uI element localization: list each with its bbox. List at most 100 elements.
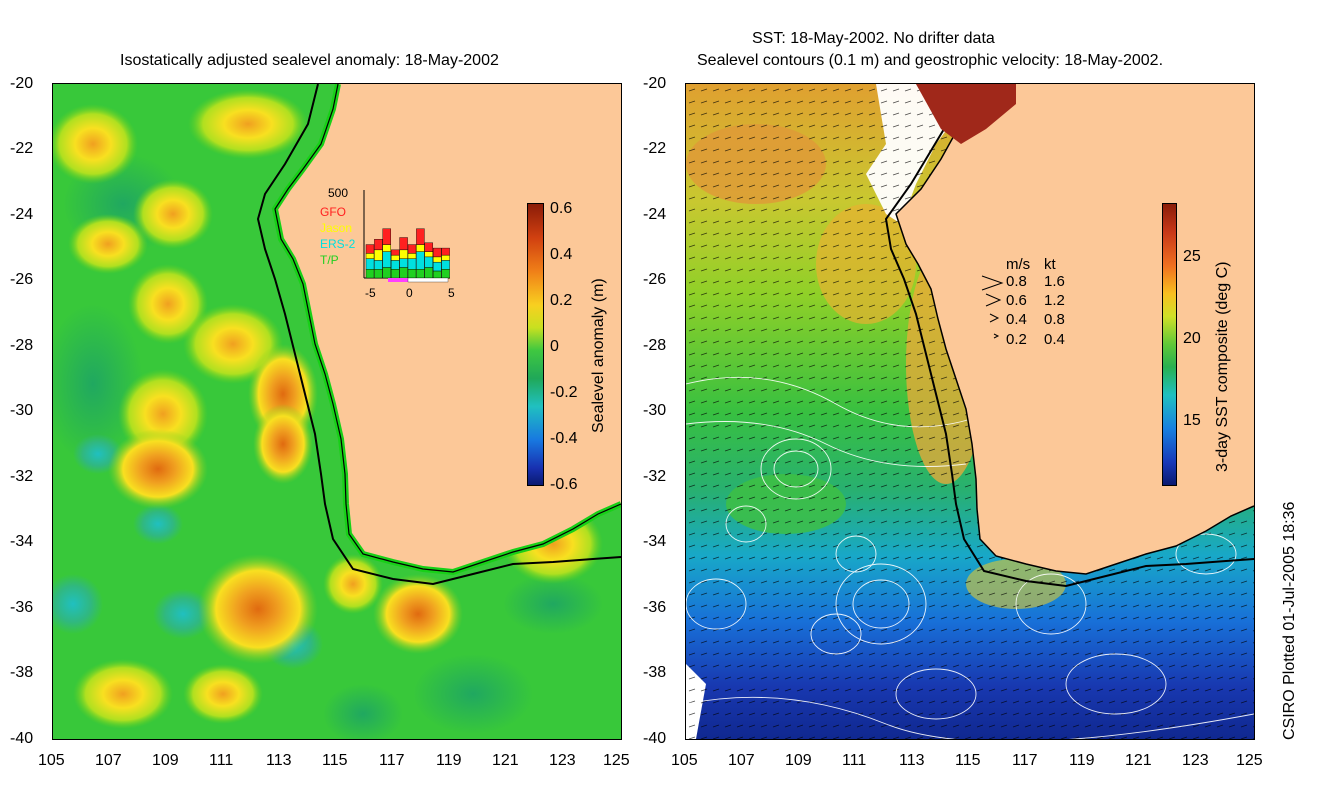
- y-tick: -40: [643, 730, 667, 747]
- sst-colorbar: [1162, 203, 1177, 486]
- cbar-tick: 0.6: [550, 200, 573, 217]
- y-tick: -34: [643, 533, 667, 550]
- histogram-bar-segment: [441, 260, 450, 270]
- y-tick: -40: [10, 730, 34, 747]
- velocity-legend-row-kt: 0.4: [1044, 331, 1065, 348]
- histogram-bar-segment: [374, 260, 383, 270]
- cbar-tick: 25: [1183, 248, 1201, 265]
- cbar-tick: -0.2: [550, 384, 578, 401]
- sealevel-anomaly-field: [53, 84, 621, 739]
- x-tick: 105: [38, 752, 65, 769]
- histogram-bar-segment: [391, 254, 400, 261]
- x-tick: 113: [266, 752, 292, 769]
- y-tick: -34: [10, 533, 34, 550]
- right-map-title-line1: SST: 18-May-2002. No drifter data: [752, 30, 995, 47]
- histogram-bar-segment: [432, 270, 442, 279]
- x-tick: 119: [436, 752, 462, 769]
- x-tick: 123: [1182, 752, 1209, 769]
- cbar-tick: 20: [1183, 330, 1201, 347]
- y-tick: -24: [643, 206, 667, 223]
- histogram-bar-segment: [424, 256, 433, 268]
- x-tick: 125: [1236, 752, 1263, 769]
- histogram-bar-segment: [416, 268, 425, 279]
- histogram-bar-segment: [382, 228, 391, 245]
- velocity-legend-row-ms: 0.6: [1006, 292, 1027, 309]
- histogram-bar-segment: [441, 268, 450, 279]
- histogram-bar-segment: [432, 256, 442, 263]
- legend-ers2: ERS-2: [320, 237, 356, 251]
- histogram-bar-segment: [399, 267, 408, 279]
- x-tick: 111: [209, 752, 234, 769]
- satellite-count-histogram: [363, 190, 450, 283]
- histogram-bar-segment: [365, 268, 375, 279]
- inset-x-tick: 5: [448, 286, 455, 300]
- x-tick: 107: [95, 752, 122, 769]
- x-tick: 107: [728, 752, 755, 769]
- histogram-bar-segment: [391, 260, 400, 270]
- x-tick: 117: [1012, 752, 1038, 769]
- velocity-legend-row-kt: 1.6: [1044, 273, 1065, 290]
- cbar-tick: 0: [550, 338, 559, 355]
- histogram-bar-segment: [399, 237, 408, 251]
- y-tick: -20: [643, 75, 667, 92]
- histogram-bar-segment: [407, 258, 417, 270]
- cbar-tick: 0.4: [550, 246, 573, 263]
- histogram-bar-segment: [365, 258, 375, 270]
- velocity-legend-kt-header: kt: [1044, 256, 1056, 273]
- x-tick: 115: [955, 752, 981, 769]
- sst-colorbar-label: 3-day SST composite (deg C): [1214, 261, 1231, 472]
- histogram-bar-segment: [399, 249, 408, 259]
- histogram-bar-segment: [374, 268, 383, 279]
- y-tick: -26: [643, 271, 667, 288]
- legend-gfo: GFO: [320, 205, 346, 219]
- histogram-bar-segment: [407, 268, 417, 279]
- sealevel-anomaly-map: [52, 83, 622, 740]
- histogram-bar-segment: [441, 254, 450, 261]
- inset-x-tick: 0: [406, 286, 413, 300]
- inset-x-tick: -5: [365, 286, 376, 300]
- histogram-bar-segment: [416, 251, 425, 270]
- x-tick: 123: [549, 752, 576, 769]
- x-tick: 111: [842, 752, 867, 769]
- velocity-legend-row-kt: 1.2: [1044, 292, 1065, 309]
- legend-tp: T/P: [320, 253, 339, 267]
- x-tick: 109: [152, 752, 179, 769]
- velocity-legend-ms-header: m/s: [1006, 256, 1031, 273]
- histogram-bar-segment: [382, 251, 391, 268]
- x-tick: 113: [899, 752, 925, 769]
- histogram-bar-segment: [399, 258, 408, 268]
- histogram-bar-segment: [374, 239, 383, 251]
- histogram-bar-segment: [432, 247, 442, 258]
- y-tick: -32: [643, 468, 667, 485]
- y-tick: -22: [10, 140, 34, 157]
- right-map-title-line2: Sealevel contours (0.1 m) and geostrophi…: [697, 52, 1164, 69]
- velocity-legend-row-kt: 0.8: [1044, 311, 1065, 328]
- velocity-legend-row-ms: 0.2: [1006, 331, 1027, 348]
- velocity-legend-arrows: [981, 275, 1004, 339]
- sealevel-colorbar-label: Sealevel anomaly (m): [590, 278, 607, 433]
- cbar-tick: -0.6: [550, 476, 578, 493]
- cbar-tick: 15: [1183, 412, 1201, 429]
- legend-jason: Jason: [320, 221, 353, 235]
- y-tick: -24: [10, 206, 34, 223]
- histogram-bar-segment: [374, 249, 383, 261]
- x-tick: 105: [671, 752, 698, 769]
- sealevel-colorbar: [527, 203, 544, 486]
- y-tick: -38: [10, 664, 34, 681]
- x-tick: 121: [492, 752, 519, 769]
- x-tick: 115: [322, 752, 348, 769]
- histogram-bar-segment: [424, 251, 433, 258]
- x-tick: 109: [785, 752, 812, 769]
- y-tick: -36: [10, 599, 34, 616]
- histogram-bar-segment: [407, 244, 417, 254]
- histogram-bar-segment: [382, 267, 391, 279]
- inset-count-label: 500: [328, 186, 349, 200]
- histogram-bar-segment: [391, 249, 400, 256]
- y-tick: -28: [643, 337, 667, 354]
- x-tick: 125: [603, 752, 630, 769]
- histogram-bar-segment: [365, 253, 375, 259]
- histogram-bar-segment: [441, 247, 450, 256]
- cbar-tick: 0.2: [550, 292, 573, 309]
- left-map-title: Isostatically adjusted sealevel anomaly:…: [120, 52, 499, 69]
- sst-velocity-map: [685, 83, 1255, 740]
